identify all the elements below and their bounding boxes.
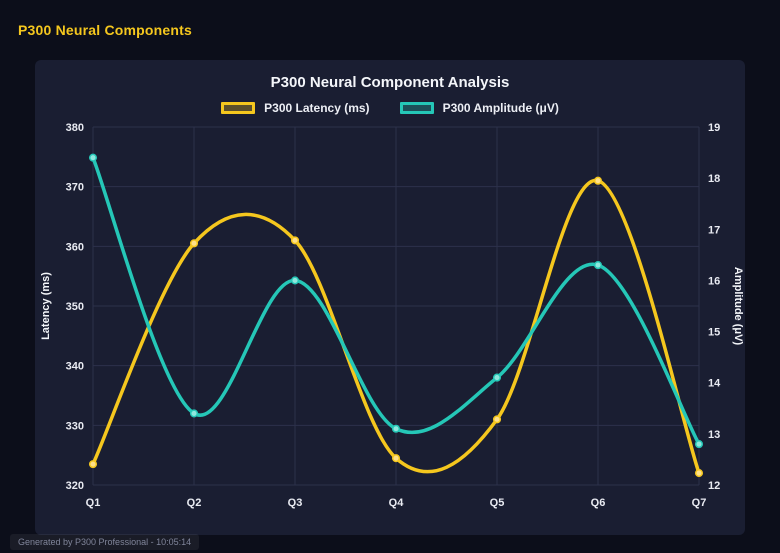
right-axis-title: Amplitude (μV) (732, 267, 744, 346)
data-point (189, 409, 199, 418)
svg-text:330: 330 (66, 420, 84, 432)
svg-text:17: 17 (708, 224, 720, 236)
left-axis-title: Latency (ms) (40, 272, 52, 340)
svg-text:Q7: Q7 (692, 497, 707, 509)
legend-item-amplitude[interactable]: P300 Amplitude (μV) (399, 101, 559, 115)
amplitude-legend-swatch-icon (399, 102, 434, 114)
chart-legend: P300 Latency (ms) P300 Amplitude (μV) (35, 101, 745, 115)
footer-note: Generated by P300 Professional - 10:05:1… (10, 534, 200, 550)
svg-text:340: 340 (66, 361, 84, 373)
svg-text:360: 360 (66, 241, 84, 253)
data-point (492, 415, 502, 424)
data-point (492, 373, 502, 382)
chart-area: 320 330 340 350 360 370 380 12 13 14 15 16 17 18 19 Q1 Q… (35, 117, 745, 522)
svg-text:370: 370 (66, 182, 84, 194)
svg-text:Q2: Q2 (187, 497, 202, 509)
svg-text:Q1: Q1 (86, 497, 101, 509)
data-point (593, 261, 603, 270)
svg-text:18: 18 (708, 173, 720, 185)
data-point (391, 454, 401, 463)
svg-text:15: 15 (708, 327, 720, 339)
page-title: P300 Neural Components (18, 22, 192, 38)
svg-text:Q6: Q6 (591, 497, 606, 509)
svg-text:Q5: Q5 (490, 497, 505, 509)
chart-canvas[interactable]: 320 330 340 350 360 370 380 12 13 14 15 16 17 18 19 Q1 Q… (35, 117, 745, 517)
legend-label-amplitude: P300 Amplitude (μV) (442, 101, 559, 115)
legend-label-latency: P300 Latency (ms) (264, 101, 370, 115)
svg-text:13: 13 (708, 429, 720, 441)
data-point (694, 440, 704, 449)
svg-text:350: 350 (66, 301, 84, 313)
data-point (88, 153, 98, 162)
svg-text:380: 380 (66, 122, 84, 134)
data-point (290, 236, 300, 245)
data-point (189, 239, 199, 248)
svg-text:12: 12 (708, 480, 720, 492)
data-point (694, 469, 704, 478)
data-point (593, 176, 603, 185)
svg-text:16: 16 (708, 275, 720, 287)
data-point (88, 460, 98, 469)
chart-panel: P300 Neural Component Analysis P300 Late… (35, 60, 745, 535)
svg-text:19: 19 (708, 122, 720, 134)
legend-item-latency[interactable]: P300 Latency (ms) (221, 101, 370, 115)
grid-lines (92, 126, 700, 486)
axis-tick-labels: 320 330 340 350 360 370 380 12 13 14 15 16 17 18 19 Q1 Q… (66, 122, 721, 509)
svg-text:Q3: Q3 (288, 497, 303, 509)
data-point (391, 424, 401, 433)
svg-text:Q4: Q4 (389, 497, 405, 509)
svg-text:320: 320 (66, 480, 84, 492)
latency-legend-swatch-icon (221, 102, 256, 114)
svg-text:14: 14 (708, 378, 721, 390)
chart-title: P300 Neural Component Analysis (270, 74, 510, 91)
data-point (290, 276, 300, 285)
